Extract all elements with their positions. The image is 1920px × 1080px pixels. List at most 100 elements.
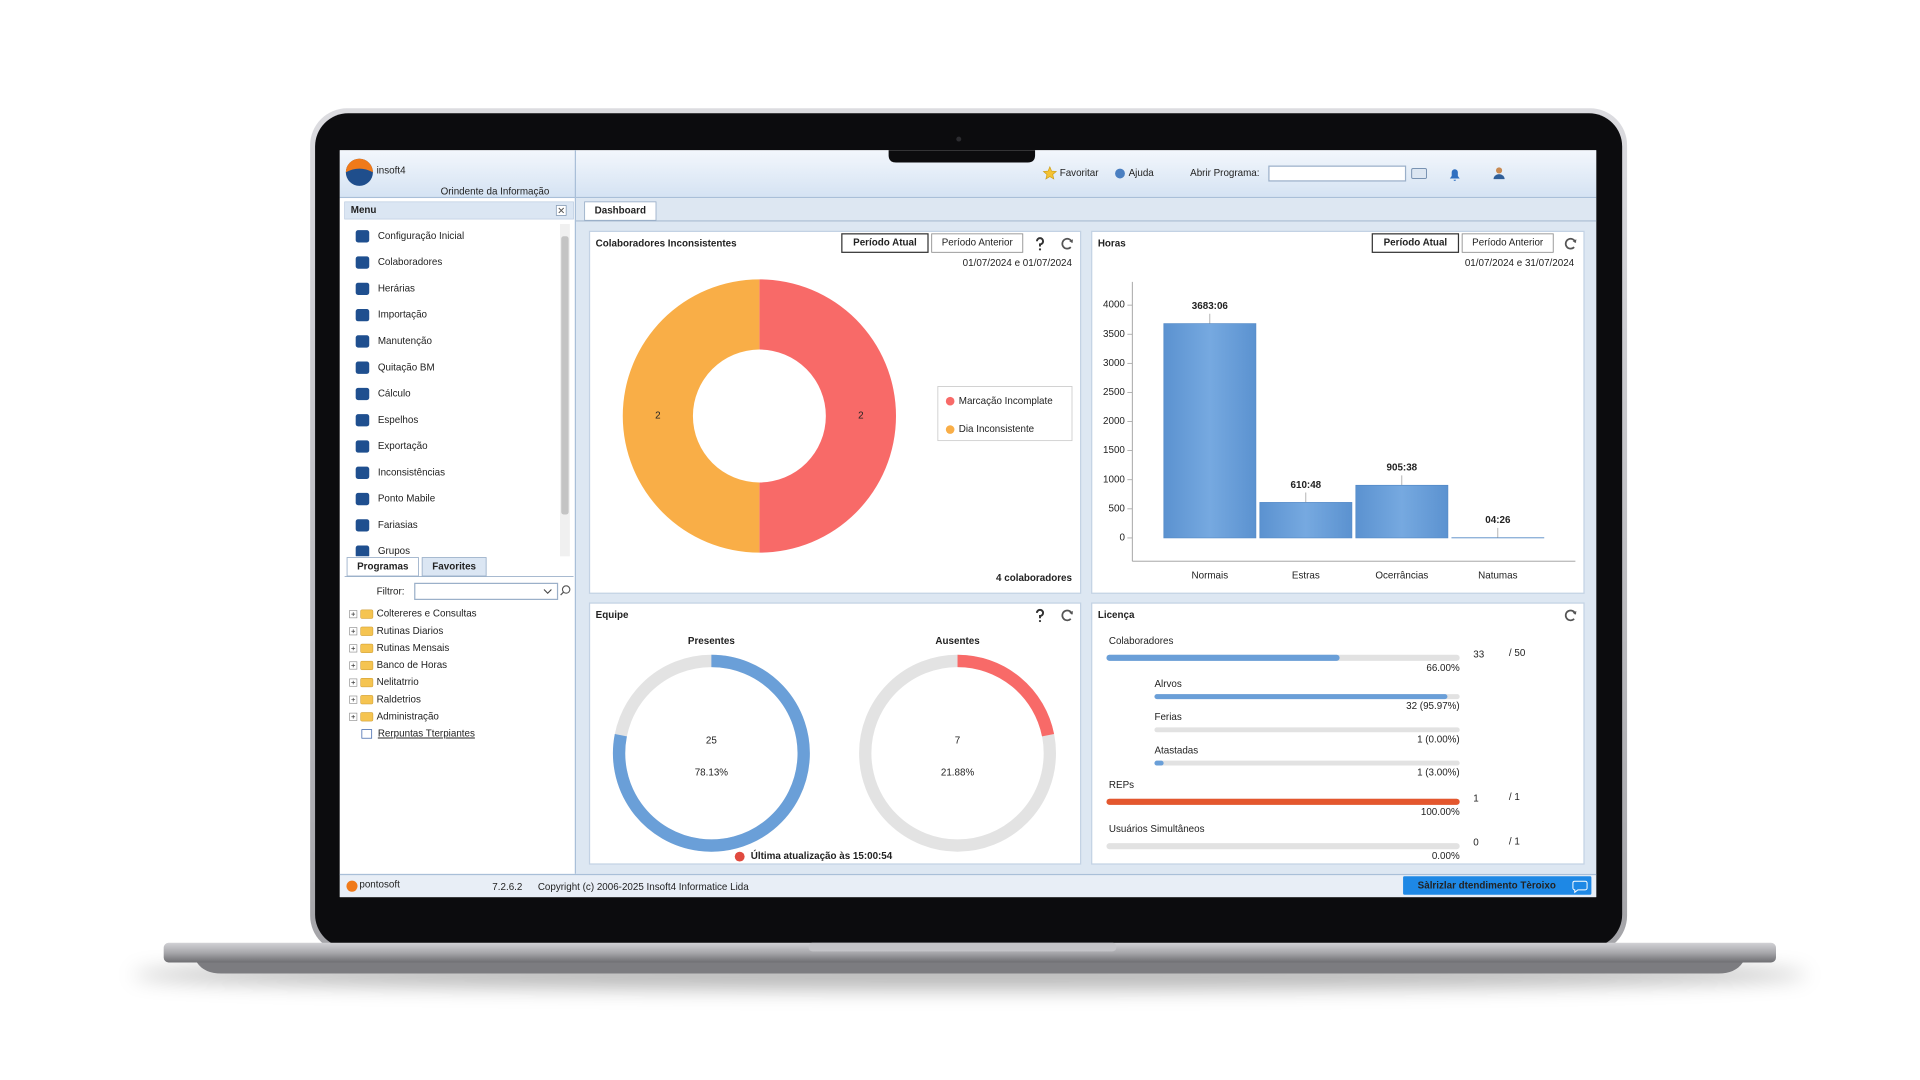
filter-search[interactable] (561, 585, 571, 594)
filter-search-handle (560, 591, 564, 596)
favorite-icon[interactable] (1042, 165, 1058, 180)
menu-item[interactable]: Importação (378, 310, 428, 321)
date-range: 01/07/2024 e 31/07/2024 (1465, 258, 1575, 269)
tree-item[interactable]: Raldetrios (377, 694, 421, 705)
logo-tagline: Orindente da Informação (441, 187, 550, 198)
filter-dropdown[interactable] (543, 589, 552, 595)
gauge-value: 25 (706, 736, 717, 747)
period-tab-label[interactable]: Período Anterior (1472, 238, 1544, 249)
license-name: Usuários Simultâneos (1109, 824, 1205, 835)
period-tab-label[interactable]: Período Atual (853, 238, 917, 249)
keyboard-icon[interactable] (1411, 168, 1427, 179)
legend-swatch (945, 425, 955, 434)
camera (956, 136, 962, 142)
refresh-button[interactable] (1564, 609, 1577, 622)
menu-item[interactable]: Ponto Mabile (378, 494, 436, 505)
legend-label: Dia Inconsistente (959, 424, 1035, 435)
menu-scroll-thumb[interactable] (561, 236, 569, 515)
help-button[interactable] (1035, 608, 1045, 619)
help-button-dot (1038, 248, 1042, 251)
license-max: / 1 (1509, 792, 1520, 803)
open-program-input[interactable] (1268, 165, 1407, 182)
filter-input[interactable] (414, 582, 559, 601)
menu-item[interactable]: Quitação BM (378, 362, 435, 373)
tree-item[interactable]: Banco de Horas (377, 660, 448, 671)
period-tab[interactable] (841, 233, 929, 253)
tree-item[interactable]: Nelitatrrio (377, 677, 420, 688)
x-tick-label: Ocerrâncias (1375, 571, 1428, 582)
gauge-title: Ausentes (935, 636, 980, 647)
period-tab-label[interactable]: Período Anterior (942, 238, 1014, 249)
notification-icon[interactable] (1449, 169, 1460, 181)
refresh-button[interactable] (1564, 238, 1577, 250)
side-tab[interactable] (421, 557, 487, 577)
menu-title: Menu (351, 205, 377, 216)
help-link[interactable]: Ajuda (1129, 168, 1155, 179)
menu-list: Configuração Inicial Colaboradores Herária… (355, 230, 464, 557)
panel-title: Equipe (596, 610, 629, 621)
refresh-arrow (1069, 239, 1073, 243)
tree-program-icon (361, 729, 373, 739)
laptop-base (163, 942, 1777, 963)
legend-box (937, 386, 1073, 442)
gauge-title: Presentes (688, 636, 736, 647)
help-icon[interactable] (1115, 168, 1125, 179)
pie-panel: Colaboradores Inconsistentes Período Atua… (588, 230, 1082, 594)
period-tab[interactable] (931, 233, 1024, 253)
menu-close-x (558, 207, 565, 214)
favorite-link[interactable]: Favoritar (1060, 168, 1100, 179)
tree-item[interactable]: Rutinas Mensais (377, 643, 450, 654)
menu-item[interactable]: Configuração Inicial (378, 231, 464, 242)
team-panel: Equipe Presentes 25 78.13% Ausentes 7 21.88% Úl… (588, 602, 1082, 865)
period-tab-label[interactable]: Período Atual (1384, 238, 1448, 249)
license-bar (1106, 654, 1340, 661)
bar (1355, 484, 1449, 539)
license-detail-track (1154, 760, 1460, 766)
license-percent: 0.00% (1432, 851, 1460, 862)
support-button[interactable] (1403, 876, 1592, 895)
tree-folder (360, 609, 374, 619)
support-button-label[interactable]: Sàlrizlar dtendimento Tèroixo (1418, 881, 1556, 892)
gauge-value: 7 (955, 736, 960, 747)
menu-item[interactable]: Exportação (378, 441, 428, 452)
main-tab[interactable] (584, 201, 657, 221)
license-count: 1 (1473, 793, 1478, 804)
period-tab[interactable] (1461, 233, 1554, 253)
gauge-percent: 21.88% (941, 768, 975, 779)
tree-link[interactable]: Rerpuntas Tterpiantes (378, 729, 475, 740)
gauge-percent: 78.13% (695, 768, 729, 779)
menu-item[interactable]: Manutenção (378, 336, 433, 347)
refresh-button[interactable] (1061, 238, 1073, 250)
panel-frame (588, 602, 1082, 865)
license-max: / 50 (1509, 648, 1526, 659)
menu-item[interactable]: Grupos (378, 546, 410, 557)
menu-item[interactable]: Inconsistências (378, 467, 445, 478)
user-icon-body[interactable] (1493, 174, 1505, 180)
user-icon-head[interactable] (1496, 167, 1503, 174)
side-tab[interactable] (346, 557, 419, 577)
x-tick-label: Normais (1192, 571, 1229, 582)
period-tab[interactable] (1371, 233, 1460, 253)
license-max: / 1 (1509, 836, 1520, 847)
help-button[interactable] (1035, 237, 1045, 247)
gauge-arc (957, 654, 1055, 737)
tree-item[interactable]: Rutinas Diarios (377, 626, 444, 637)
menu-item[interactable]: Espelhos (378, 415, 419, 426)
main-tab-label[interactable]: Dashboard (595, 206, 646, 217)
tree-item[interactable]: Coltereres e Consultas (377, 609, 477, 620)
side-tab-label[interactable]: Programas (357, 561, 409, 572)
menu-item[interactable]: Fariasias (378, 520, 418, 531)
side-tab-label[interactable]: Favorites (432, 561, 476, 572)
menu-item[interactable]: Colaboradores (378, 257, 443, 268)
pie-slice (759, 279, 896, 553)
menu-icon (355, 492, 370, 506)
y-tick-label: 2000 (1103, 416, 1125, 427)
y-tick-label: 3500 (1103, 329, 1125, 340)
x-tick-label: Estras (1292, 571, 1320, 582)
tree-expander-plus (351, 714, 356, 719)
tree-expander-plus (351, 612, 356, 616)
tree-item[interactable]: Administração (377, 711, 440, 722)
refresh-button[interactable] (1061, 609, 1073, 622)
menu-item[interactable]: Cálculo (378, 389, 411, 400)
menu-item[interactable]: Herárias (378, 283, 415, 294)
